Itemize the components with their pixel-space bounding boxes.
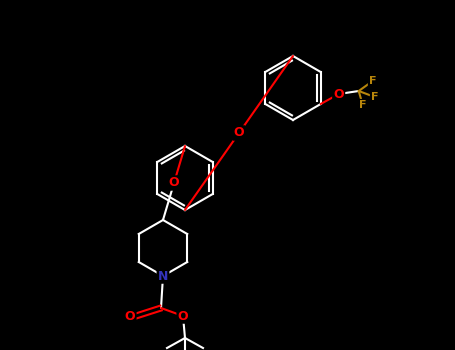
Text: O: O [234, 126, 244, 140]
Text: O: O [178, 309, 188, 322]
Text: F: F [371, 92, 379, 102]
Text: O: O [334, 88, 344, 100]
Text: O: O [125, 309, 135, 322]
Text: F: F [359, 100, 366, 110]
Text: F: F [369, 76, 376, 86]
Text: O: O [169, 176, 179, 189]
Text: N: N [158, 270, 168, 282]
